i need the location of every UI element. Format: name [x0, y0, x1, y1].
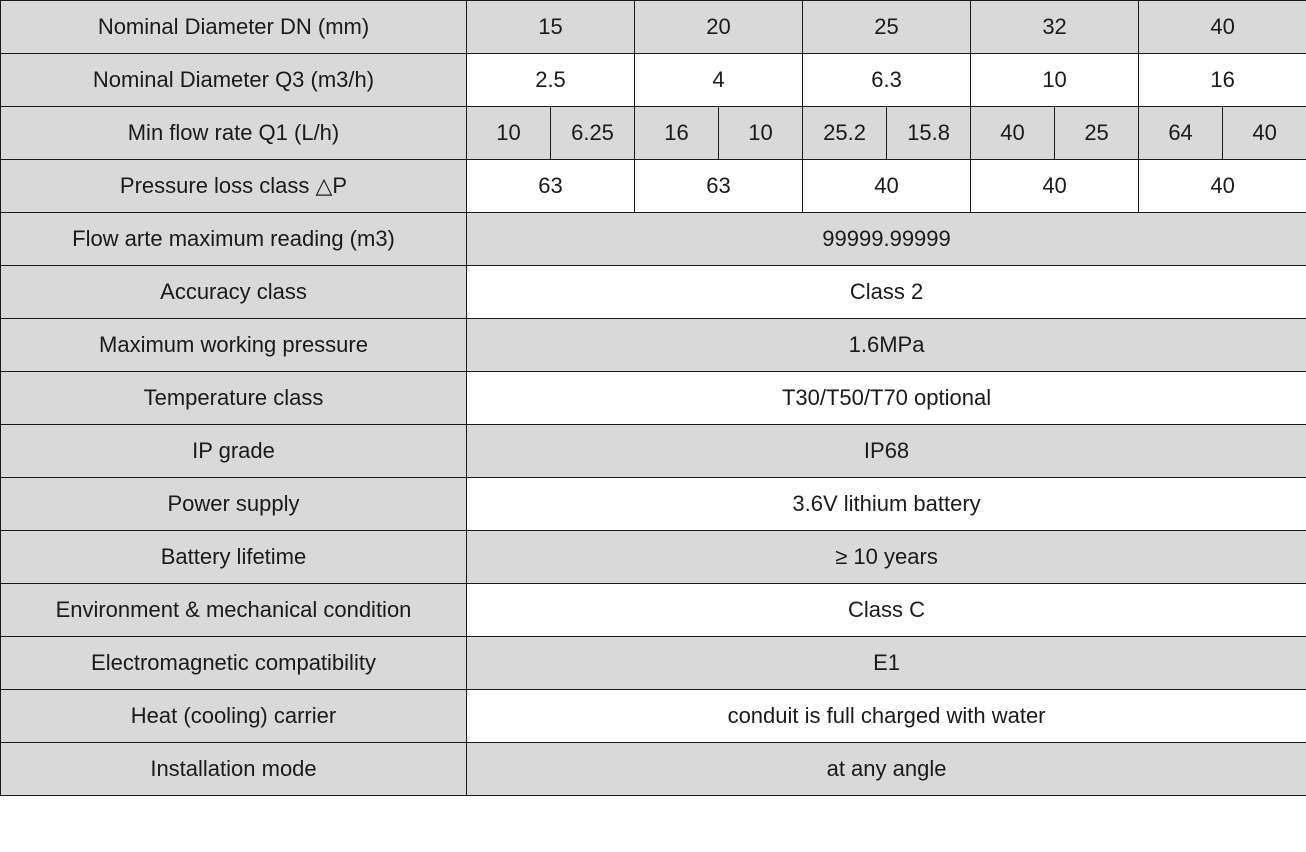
table-row: Battery lifetime ≥ 10 years — [1, 531, 1306, 584]
row-label: Electromagnetic compatibility — [1, 637, 467, 690]
cell-value: 40 — [971, 160, 1139, 213]
table-row: Environment & mechanical condition Class… — [1, 584, 1306, 637]
cell-value: 40 — [1139, 1, 1306, 54]
row-label: Nominal Diameter Q3 (m3/h) — [1, 54, 467, 107]
cell-value: 40 — [1139, 160, 1306, 213]
cell-value: Class 2 — [467, 266, 1306, 319]
row-label: Flow arte maximum reading (m3) — [1, 213, 467, 266]
cell-value: at any angle — [467, 743, 1306, 796]
table-row: Flow arte maximum reading (m3) 99999.999… — [1, 213, 1306, 266]
cell-value: E1 — [467, 637, 1306, 690]
row-label: Maximum working pressure — [1, 319, 467, 372]
row-label: Pressure loss class △P — [1, 160, 467, 213]
cell-value: 64 — [1139, 107, 1223, 160]
row-label: Battery lifetime — [1, 531, 467, 584]
table-row: Power supply 3.6V lithium battery — [1, 478, 1306, 531]
row-label: Environment & mechanical condition — [1, 584, 467, 637]
cell-value: 63 — [635, 160, 803, 213]
cell-value: 16 — [635, 107, 719, 160]
table-row: Nominal Diameter Q3 (m3/h) 2.5 4 6.3 10 … — [1, 54, 1306, 107]
cell-value: Class C — [467, 584, 1306, 637]
cell-value: 10 — [971, 54, 1139, 107]
cell-value: 6.25 — [551, 107, 635, 160]
cell-value: 15.8 — [887, 107, 971, 160]
cell-value: 63 — [467, 160, 635, 213]
table-row: Accuracy class Class 2 — [1, 266, 1306, 319]
table-row: Min flow rate Q1 (L/h) 10 6.25 16 10 25.… — [1, 107, 1306, 160]
cell-value: 4 — [635, 54, 803, 107]
table-row: Nominal Diameter DN (mm) 15 20 25 32 40 — [1, 1, 1306, 54]
row-label: Temperature class — [1, 372, 467, 425]
row-label: Accuracy class — [1, 266, 467, 319]
cell-value: 1.6MPa — [467, 319, 1306, 372]
cell-value: 10 — [467, 107, 551, 160]
table-row: IP grade IP68 — [1, 425, 1306, 478]
table-row: Electromagnetic compatibility E1 — [1, 637, 1306, 690]
cell-value: IP68 — [467, 425, 1306, 478]
cell-value: 99999.99999 — [467, 213, 1306, 266]
cell-value: ≥ 10 years — [467, 531, 1306, 584]
table-row: Heat (cooling) carrier conduit is full c… — [1, 690, 1306, 743]
row-label: IP grade — [1, 425, 467, 478]
cell-value: 40 — [971, 107, 1055, 160]
row-label: Min flow rate Q1 (L/h) — [1, 107, 467, 160]
cell-value: 25.2 — [803, 107, 887, 160]
cell-value: 25 — [1055, 107, 1139, 160]
cell-value: 10 — [719, 107, 803, 160]
row-label: Installation mode — [1, 743, 467, 796]
row-label: Power supply — [1, 478, 467, 531]
cell-value: T30/T50/T70 optional — [467, 372, 1306, 425]
cell-value: 40 — [1223, 107, 1306, 160]
cell-value: 6.3 — [803, 54, 971, 107]
cell-value: 2.5 — [467, 54, 635, 107]
cell-value: conduit is full charged with water — [467, 690, 1306, 743]
cell-value: 32 — [971, 1, 1139, 54]
cell-value: 40 — [803, 160, 971, 213]
row-label: Heat (cooling) carrier — [1, 690, 467, 743]
table-row: Maximum working pressure 1.6MPa — [1, 319, 1306, 372]
table-row: Installation mode at any angle — [1, 743, 1306, 796]
table-row: Temperature class T30/T50/T70 optional — [1, 372, 1306, 425]
cell-value: 3.6V lithium battery — [467, 478, 1306, 531]
row-label: Nominal Diameter DN (mm) — [1, 1, 467, 54]
cell-value: 25 — [803, 1, 971, 54]
cell-value: 16 — [1139, 54, 1306, 107]
spec-table: Nominal Diameter DN (mm) 15 20 25 32 40 … — [0, 0, 1306, 796]
cell-value: 20 — [635, 1, 803, 54]
cell-value: 15 — [467, 1, 635, 54]
table-row: Pressure loss class △P 63 63 40 40 40 — [1, 160, 1306, 213]
